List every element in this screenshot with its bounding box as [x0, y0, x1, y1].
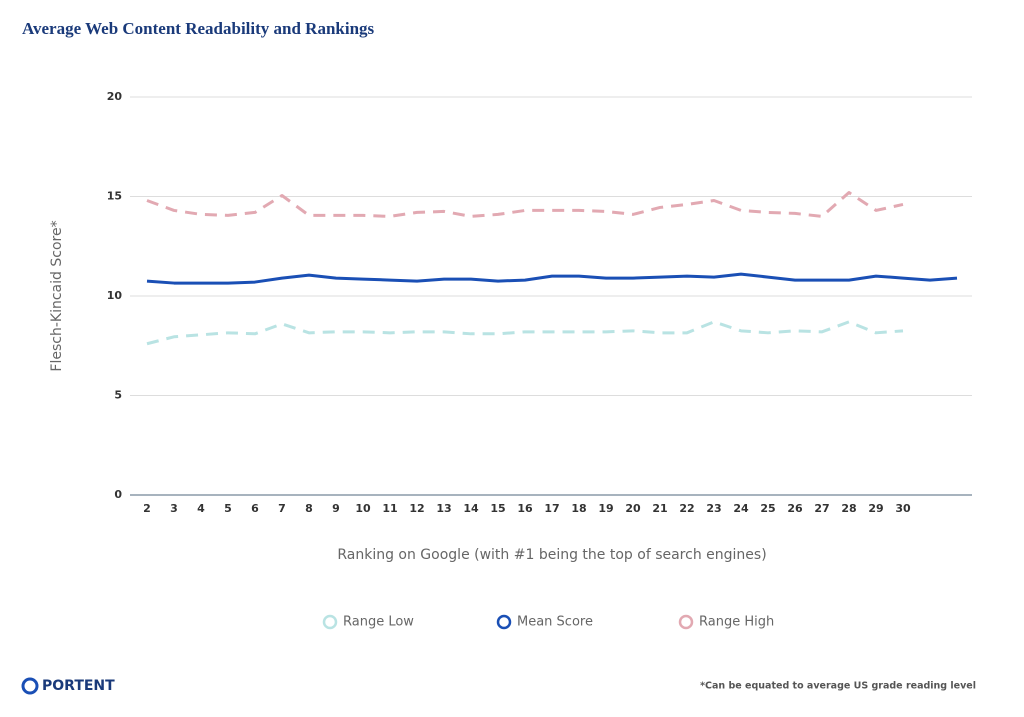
x-tick-label: 13: [436, 502, 451, 515]
x-tick-label: 9: [332, 502, 340, 515]
x-tick-label: 5: [224, 502, 232, 515]
x-tick-label: 24: [733, 502, 749, 515]
x-tick-label: 6: [251, 502, 259, 515]
x-tick-label: 2: [143, 502, 151, 515]
x-tick-label: 4: [197, 502, 205, 515]
y-tick-label: 0: [114, 488, 122, 501]
y-tick-label: 5: [114, 389, 122, 402]
x-tick-label: 28: [841, 502, 856, 515]
x-tick-label: 30: [895, 502, 911, 515]
x-tick-label: 10: [355, 502, 371, 515]
x-tick-label: 27: [814, 502, 829, 515]
legend-label: Range High: [699, 615, 774, 630]
legend-marker: [322, 614, 338, 630]
logo-icon: [21, 677, 39, 695]
chart-title: Average Web Content Readability and Rank…: [22, 19, 375, 38]
y-tick-label: 20: [107, 90, 123, 103]
brand: PORTENT: [42, 678, 115, 694]
x-tick-label: 12: [409, 502, 424, 515]
x-tick-label: 16: [517, 502, 533, 515]
x-axis-label: Ranking on Google (with #1 being the top…: [337, 547, 766, 563]
x-tick-label: 21: [652, 502, 667, 515]
series-line: [146, 191, 904, 218]
legend-marker: [678, 614, 694, 630]
x-tick-label: 20: [625, 502, 641, 515]
x-tick-label: 26: [787, 502, 803, 515]
x-tick-label: 8: [305, 502, 313, 515]
y-axis-label: Flesch-Kincaid Score*: [49, 220, 65, 371]
legend-label: Range Low: [343, 615, 414, 630]
x-tick-label: 19: [598, 502, 613, 515]
footnote: *Can be equated to average US grade read…: [700, 681, 976, 692]
y-tick-label: 10: [107, 289, 123, 302]
x-tick-label: 22: [679, 502, 694, 515]
x-tick-label: 11: [382, 502, 397, 515]
x-tick-label: 17: [544, 502, 559, 515]
x-tick-label: 7: [278, 502, 286, 515]
legend-label: Mean Score: [517, 615, 593, 630]
x-tick-label: 3: [170, 502, 178, 515]
x-tick-label: 18: [571, 502, 586, 515]
x-tick-label: 15: [490, 502, 505, 515]
x-tick-label: 23: [706, 502, 721, 515]
x-tick-label: 14: [463, 502, 479, 515]
y-tick-label: 15: [107, 190, 122, 203]
x-tick-label: 29: [868, 502, 883, 515]
legend-marker: [496, 614, 512, 630]
series-line: [146, 272, 958, 285]
x-tick-label: 25: [760, 502, 775, 515]
series-line: [146, 320, 904, 346]
